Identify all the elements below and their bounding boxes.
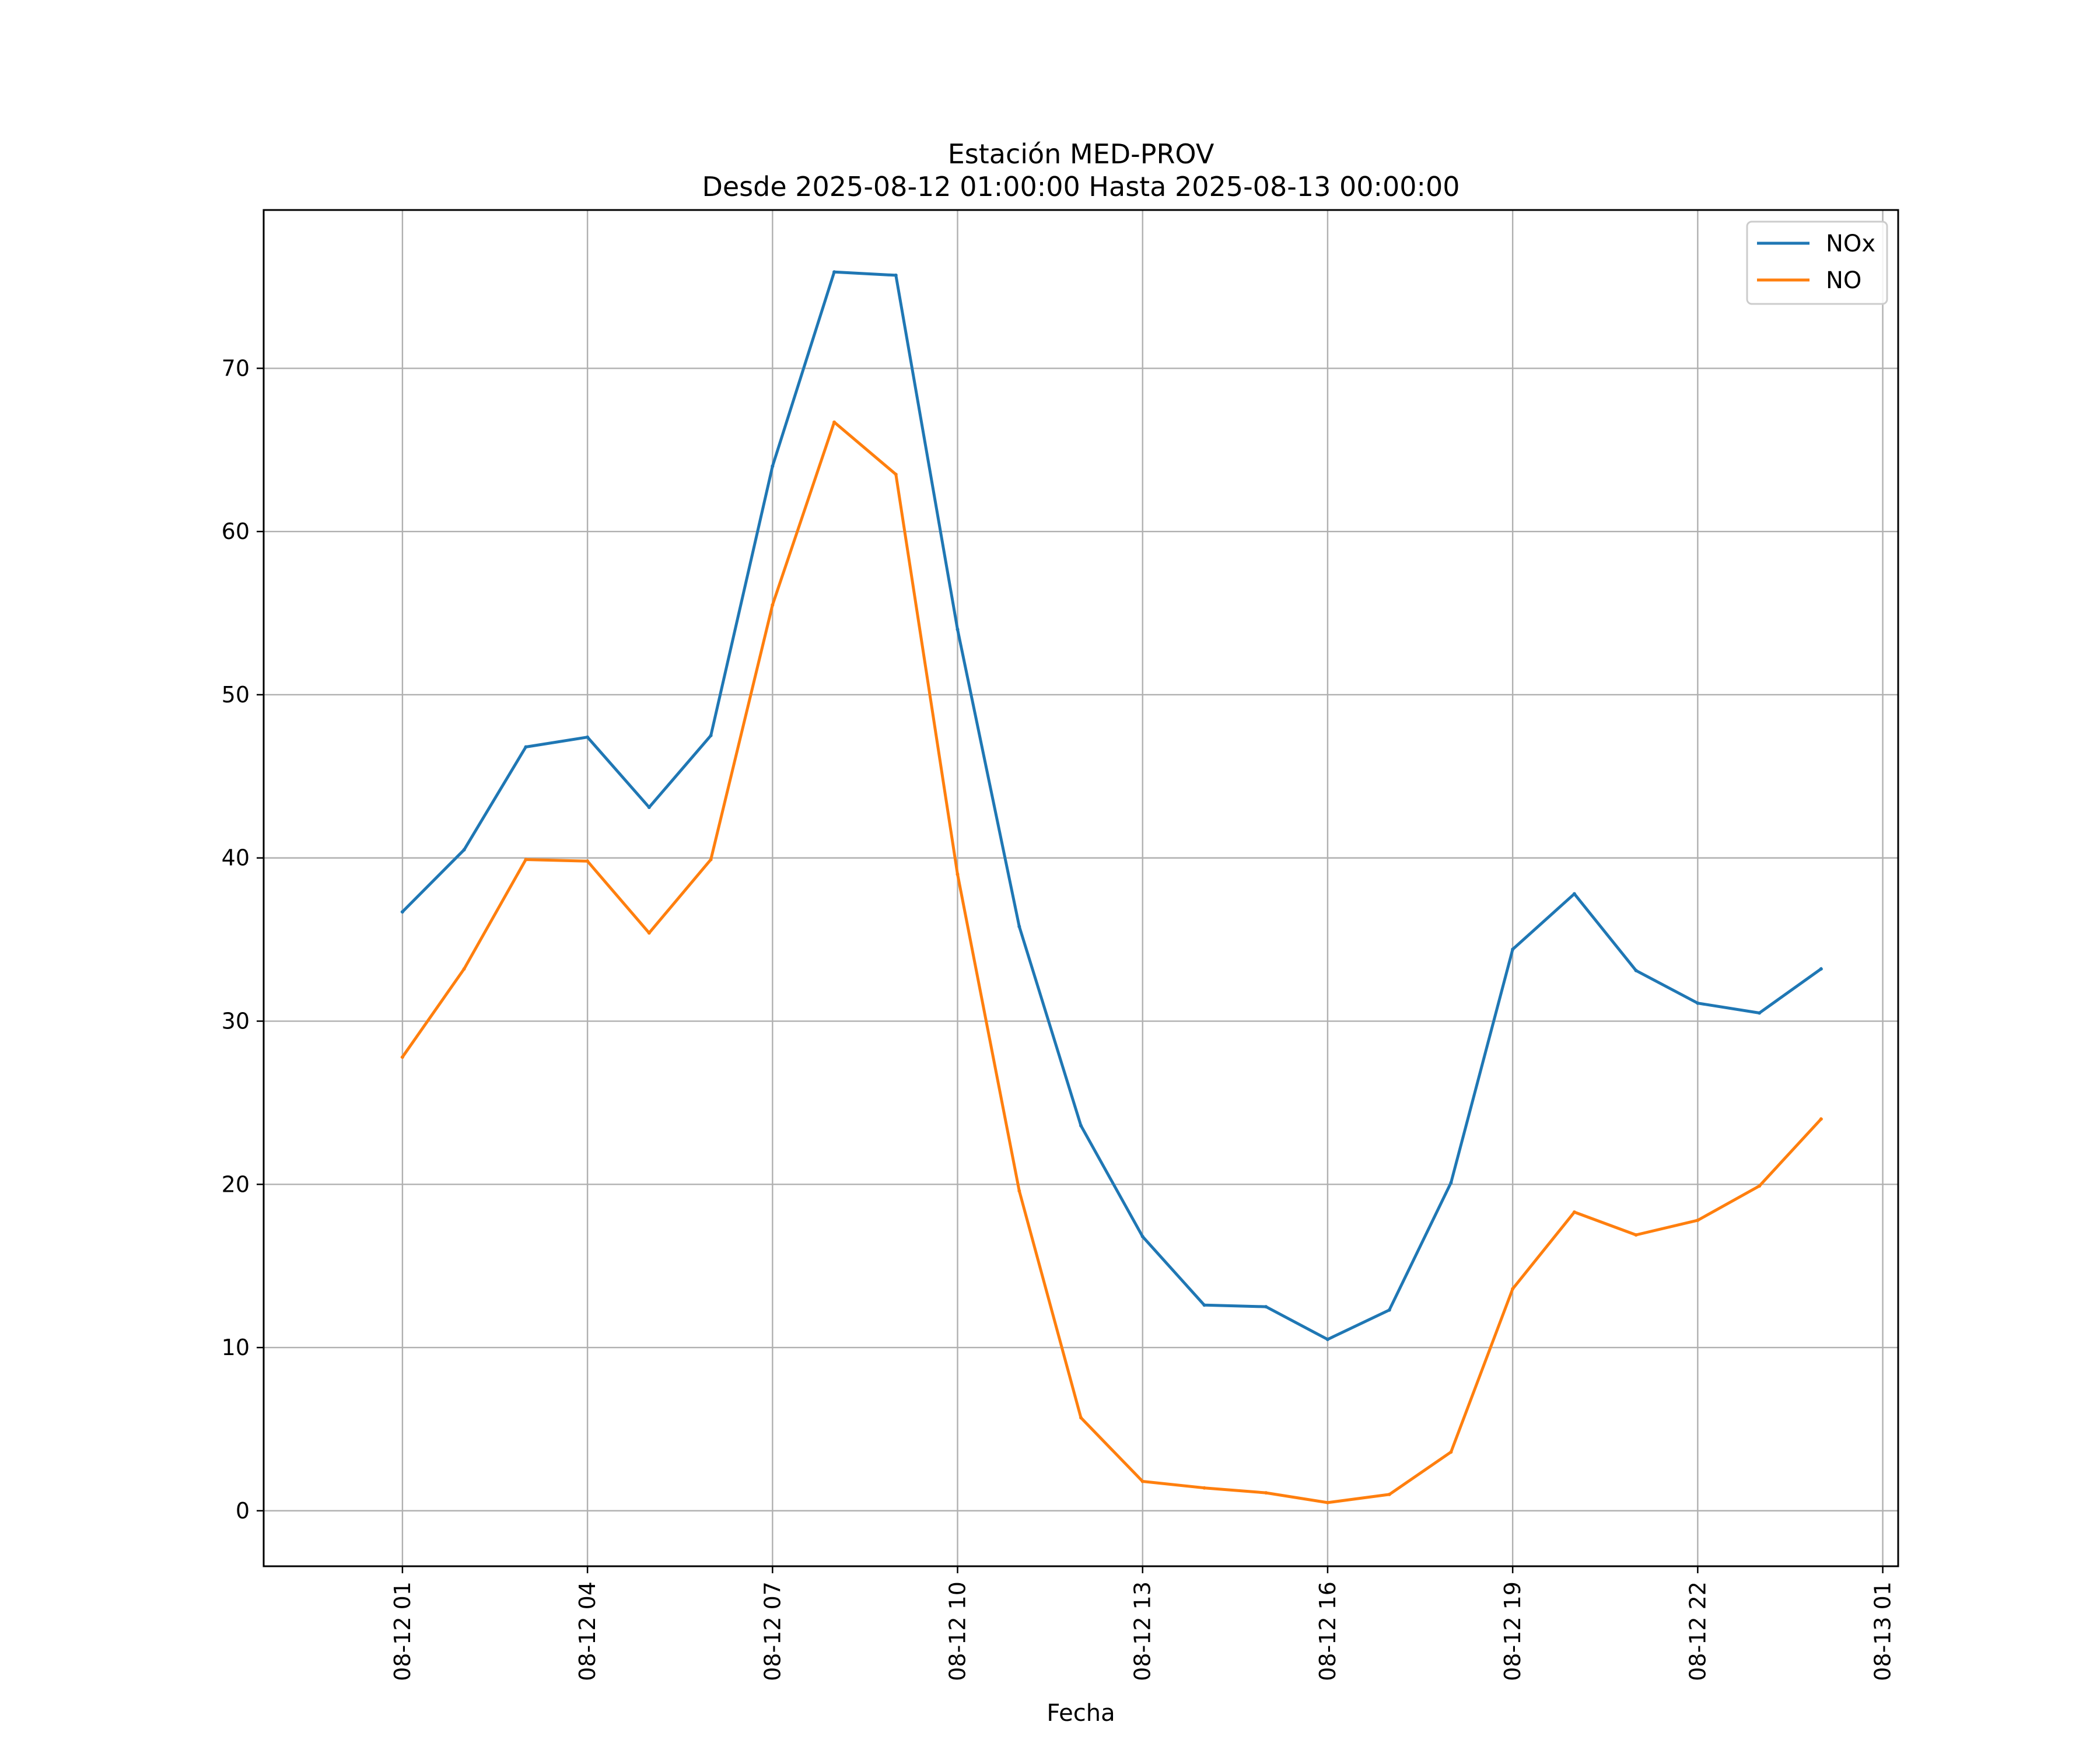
y-tick-label: 40: [222, 845, 250, 871]
x-axis-ticks: 08-12 01 08-12 04 08-12 07 08-12 10 08-12 13…: [390, 1566, 1896, 1681]
data-point-nox: [586, 735, 590, 739]
data-point-nox: [1634, 968, 1638, 972]
x-axis-label: Fecha: [1046, 1700, 1115, 1727]
x-tick-label: 08-12 07: [760, 1581, 785, 1681]
data-point-no: [1696, 1218, 1700, 1222]
data-point-nox: [1202, 1303, 1206, 1307]
data-point-nox: [1017, 925, 1021, 929]
data-point-no: [400, 1055, 404, 1059]
x-tick-label: 08-12 01: [390, 1581, 415, 1681]
chart-title: Estación MED-PROV: [948, 138, 1214, 170]
plot-area-frame: [262, 209, 1899, 1567]
data-point-no: [647, 931, 651, 935]
data-point-no: [771, 603, 775, 607]
x-tick-label: 08-12 16: [1315, 1581, 1340, 1681]
series-lines: [400, 270, 1824, 1504]
data-point-no: [956, 872, 960, 876]
data-point-nox: [1325, 1338, 1329, 1342]
x-tick-label: 08-12 10: [945, 1581, 971, 1681]
y-tick-label: 30: [222, 1009, 250, 1034]
legend-label-no: NO: [1826, 267, 1861, 294]
grid-lines: [264, 210, 1898, 1566]
y-tick-label: 20: [222, 1171, 250, 1197]
legend-label-nox: NOx: [1826, 230, 1875, 257]
y-tick-label: 0: [236, 1498, 250, 1524]
series-line-no: [400, 421, 1824, 1504]
series-line-nox: [400, 270, 1824, 1341]
data-point-nox: [1819, 967, 1823, 971]
data-point-nox: [894, 273, 898, 277]
data-point-no: [1387, 1492, 1391, 1496]
data-point-no: [1325, 1500, 1329, 1504]
y-tick-label: 10: [222, 1335, 250, 1360]
data-point-nox: [1140, 1234, 1144, 1238]
legend: NOx NO: [1746, 220, 1888, 305]
data-point-nox: [709, 733, 713, 737]
data-point-nox: [771, 464, 775, 468]
x-tick-label: 08-12 04: [575, 1581, 600, 1681]
y-axis-ticks: 0 10 20 30 40 50 60 70: [222, 355, 264, 1524]
x-tick-label: 08-12 22: [1685, 1581, 1710, 1681]
data-point-nox: [1511, 947, 1515, 951]
data-point-no: [1819, 1117, 1823, 1121]
data-point-no: [1202, 1486, 1206, 1490]
data-point-no: [1140, 1479, 1144, 1483]
data-point-nox: [1572, 892, 1576, 896]
data-point-no: [1758, 1184, 1762, 1188]
data-point-no: [1511, 1287, 1515, 1291]
data-point-no: [524, 858, 528, 862]
data-point-nox: [400, 910, 404, 914]
data-point-no: [832, 420, 836, 424]
data-point-no: [1264, 1491, 1268, 1495]
data-point-no: [894, 473, 898, 477]
x-tick-label: 08-12 19: [1500, 1581, 1525, 1681]
data-point-nox: [956, 628, 960, 631]
data-point-no: [586, 859, 590, 863]
data-point-no: [462, 967, 466, 971]
y-tick-label: 70: [222, 355, 250, 381]
data-point-no: [1017, 1189, 1021, 1193]
data-point-nox: [462, 848, 466, 852]
data-point-no: [709, 858, 713, 862]
data-point-nox: [832, 270, 836, 274]
y-tick-label: 50: [222, 682, 250, 708]
data-point-nox: [647, 806, 651, 809]
data-point-no: [1449, 1450, 1453, 1454]
data-point-no: [1634, 1233, 1638, 1237]
x-tick-label: 08-12 13: [1130, 1581, 1156, 1681]
data-point-no: [1572, 1210, 1576, 1214]
data-point-nox: [1696, 1001, 1700, 1005]
data-point-nox: [1264, 1305, 1268, 1309]
data-point-nox: [1079, 1124, 1083, 1128]
y-tick-label: 60: [222, 519, 250, 544]
data-point-nox: [1387, 1308, 1391, 1312]
chart-subtitle: Desde 2025-08-12 01:00:00 Hasta 2025-08-…: [702, 171, 1460, 202]
data-point-nox: [1758, 1011, 1762, 1015]
x-tick-label: 08-13 01: [1870, 1581, 1896, 1681]
data-point-no: [1079, 1416, 1083, 1420]
data-point-nox: [524, 745, 528, 749]
data-point-nox: [1449, 1181, 1453, 1185]
